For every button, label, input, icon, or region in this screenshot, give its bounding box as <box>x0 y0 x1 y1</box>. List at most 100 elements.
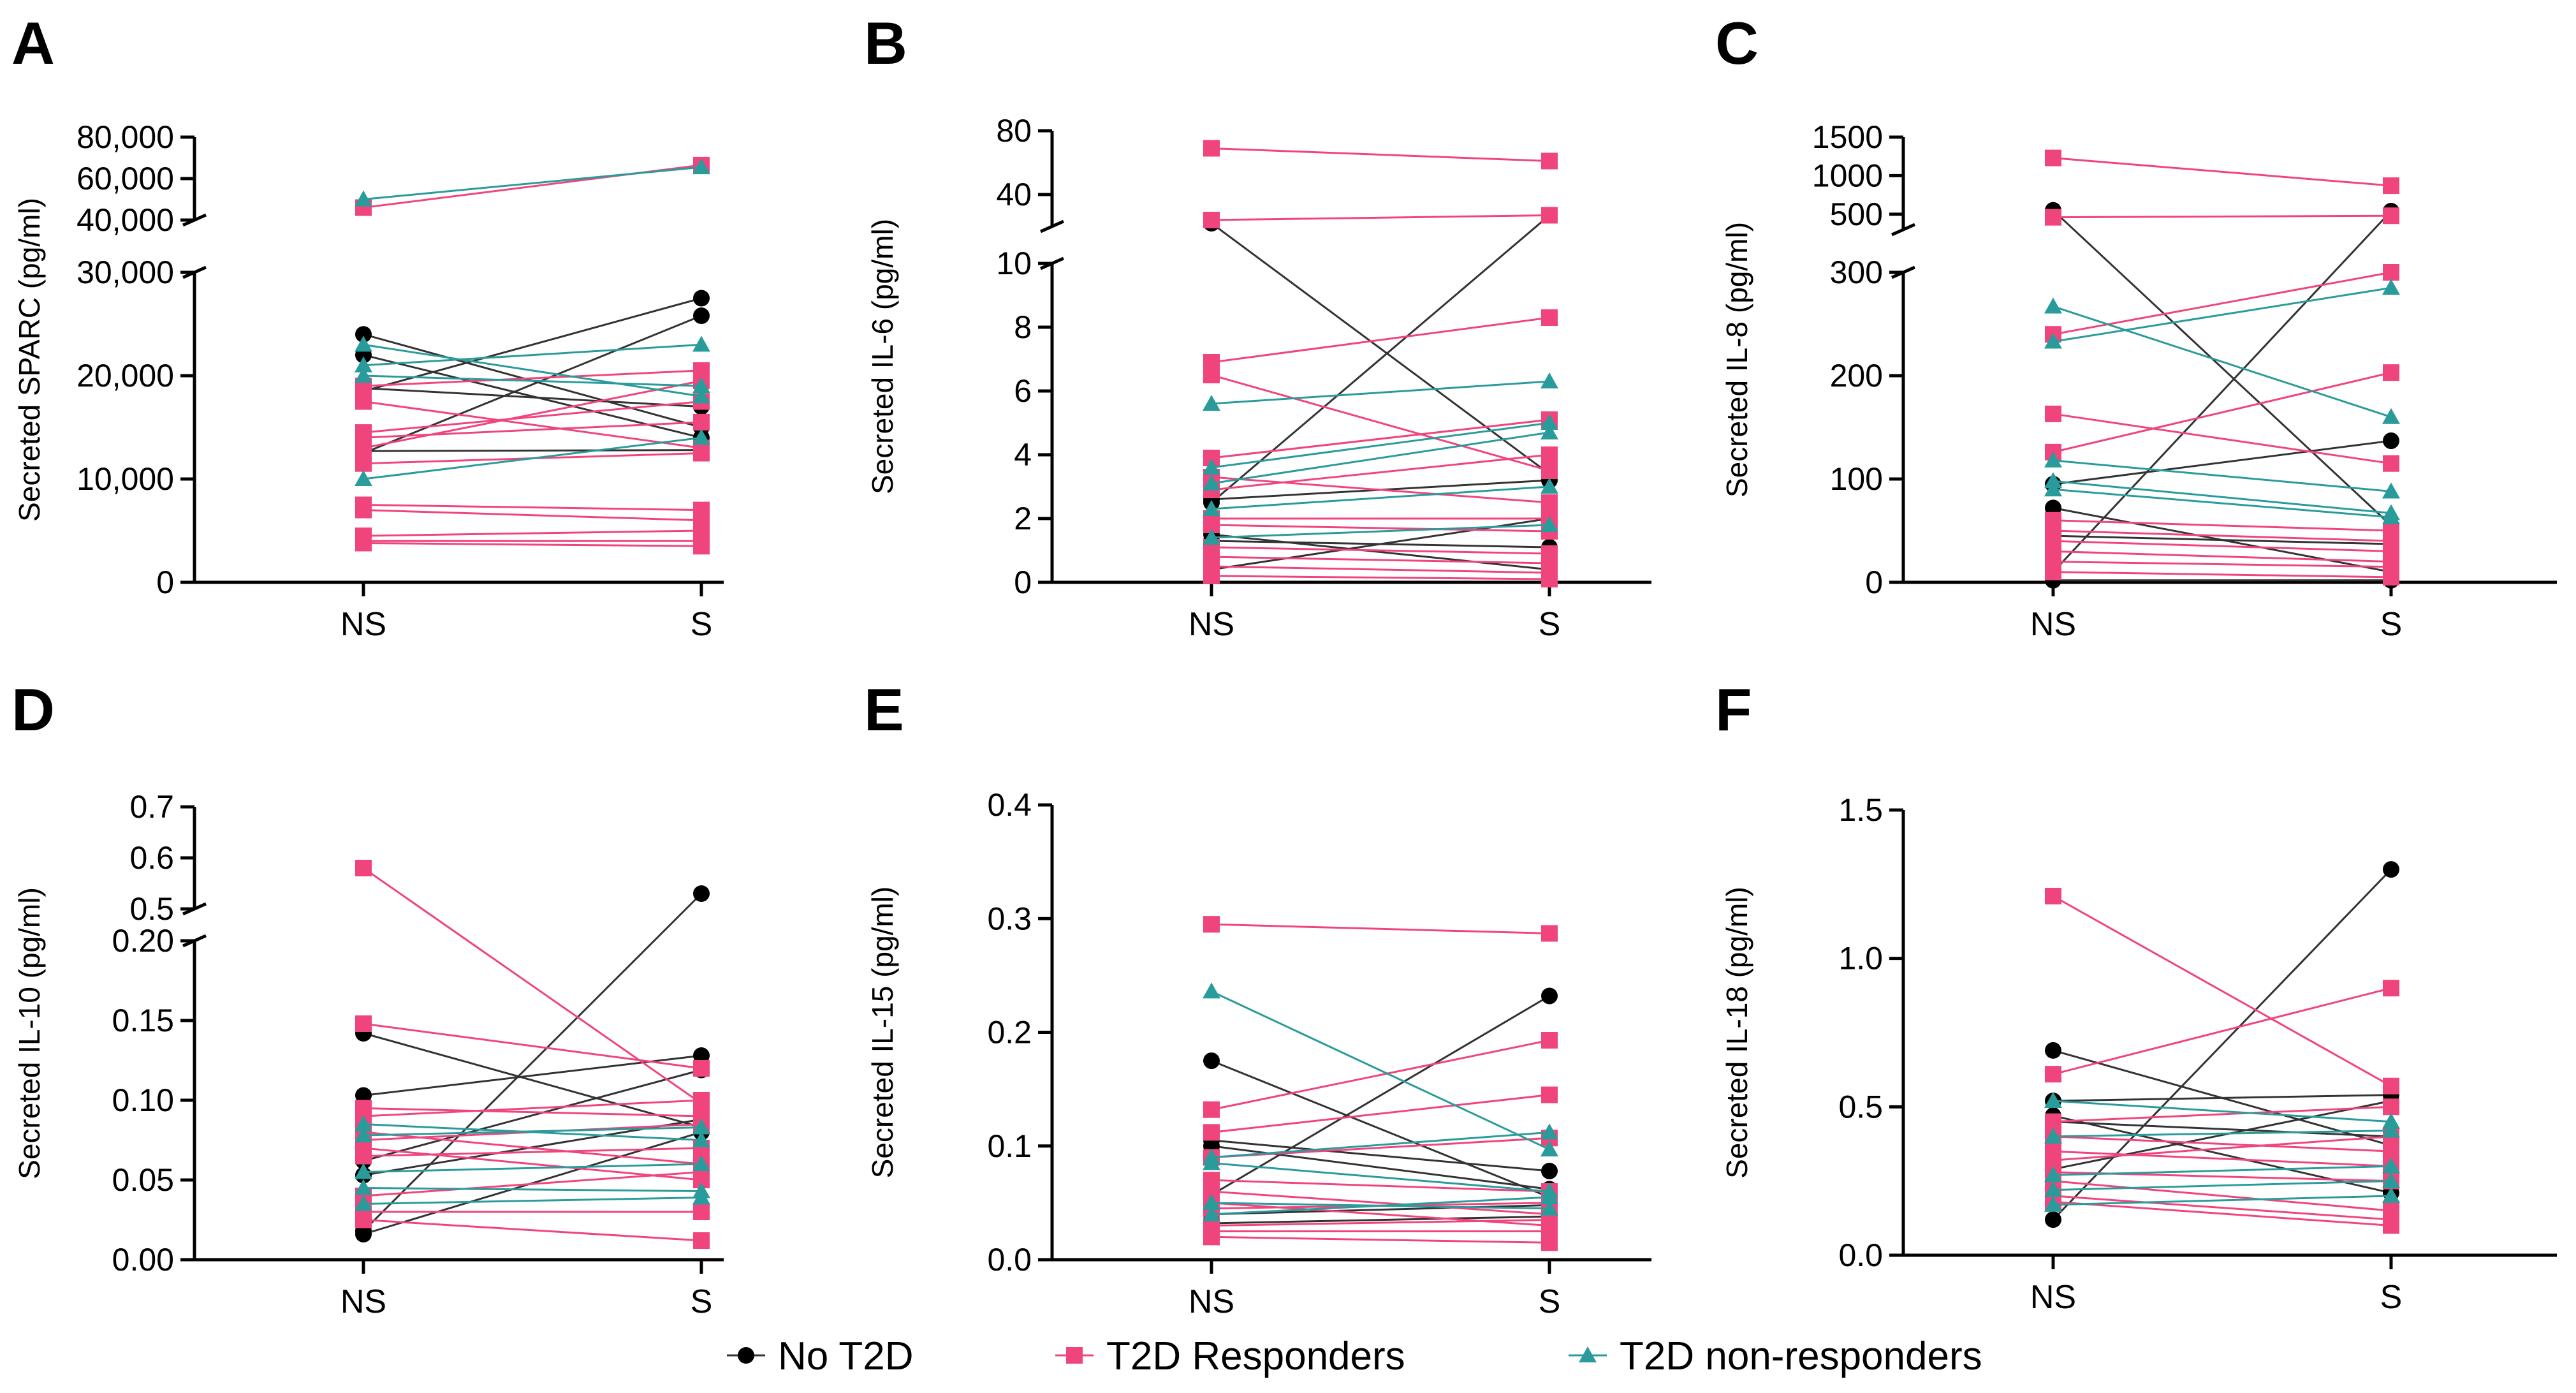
data-point-ns <box>1203 212 1220 228</box>
subject-line <box>1211 1196 1550 1216</box>
subject-line <box>363 343 702 397</box>
y-tick-label: 60,000 <box>77 161 174 196</box>
panel-B: B Secreted IL-6 (pg/ml) 0 2 4 6 8 10 40 80 NS S <box>864 10 1651 643</box>
legend-label: T2D Responders <box>1106 1334 1405 1378</box>
data-point-s <box>1541 207 1558 224</box>
data-point-s <box>2382 482 2400 499</box>
series-resp <box>1203 916 1558 1251</box>
data-point-ns <box>1203 459 1220 475</box>
data-point-s <box>693 413 710 431</box>
data-point-s <box>1540 414 1558 430</box>
subject-line <box>363 542 702 547</box>
y-tick-label: 4 <box>1014 437 1032 473</box>
subject-line <box>1211 418 1550 459</box>
data-point-s <box>2383 177 2399 195</box>
series-resp <box>2045 149 2399 586</box>
data-point-ns <box>2044 480 2062 497</box>
subject-line <box>363 314 702 454</box>
data-point-ns <box>1203 916 1220 933</box>
data-point-ns <box>2045 887 2061 904</box>
data-point-ns <box>1203 140 1220 157</box>
subject-line <box>2053 987 2392 1075</box>
subject-line <box>2053 561 2392 568</box>
series-nonresp <box>2044 279 2400 524</box>
subject-line <box>363 1022 702 1070</box>
data-point-ns <box>2045 1113 2061 1130</box>
data-point-ns <box>1203 1193 1220 1210</box>
y-tick-label: 0.7 <box>129 789 174 825</box>
y-tick-label: 1.5 <box>1838 792 1883 828</box>
y-tick-label: 0.10 <box>112 1082 174 1118</box>
panel-letter: B <box>864 10 907 77</box>
y-axis-title: Secreted IL-10 (pg/ml) <box>13 887 46 1179</box>
x-tick-label: NS <box>2030 1279 2076 1316</box>
subject-line <box>2053 534 2392 545</box>
data-point-ns <box>355 1147 372 1165</box>
subject-line <box>1211 316 1550 364</box>
data-point-s <box>2382 408 2400 424</box>
subject-line <box>1211 565 1550 574</box>
subject-line <box>1211 422 1550 469</box>
subject-line <box>2053 550 2392 563</box>
subject-line <box>1211 1161 1550 1193</box>
data-point-ns <box>2045 1211 2061 1228</box>
subject-line <box>2053 459 2392 492</box>
subject-line <box>363 374 702 387</box>
subject-line <box>1211 575 1550 580</box>
data-point-s <box>2383 455 2399 472</box>
subject-line <box>363 1187 702 1192</box>
axis-break-mark <box>1891 223 1916 237</box>
data-point-s <box>692 1131 710 1147</box>
subject-line <box>2053 1100 2392 1123</box>
y-tick-label: 0.20 <box>112 923 174 959</box>
data-point-ns <box>355 335 372 352</box>
y-tick-label: 6 <box>1014 373 1032 409</box>
subject-line <box>363 1219 702 1242</box>
subject-line <box>363 509 702 522</box>
subject-line <box>363 1147 702 1157</box>
subject-line <box>1211 453 1550 491</box>
subject-line <box>2053 1180 2392 1212</box>
data-point-s <box>2382 1172 2400 1188</box>
subject-line <box>363 401 702 434</box>
y-tick-label: 0.6 <box>129 840 174 876</box>
data-point-s <box>693 1060 710 1077</box>
data-point-s <box>2383 1077 2399 1094</box>
data-point-s <box>2383 432 2399 450</box>
subject-line <box>1211 1179 1550 1193</box>
subject-line <box>2053 1195 2392 1221</box>
data-point-ns <box>2045 209 2061 226</box>
y-tick-label: 0 <box>156 564 174 600</box>
data-point-s <box>1541 1162 1558 1179</box>
subject-line <box>363 1054 702 1096</box>
series-no <box>2045 202 2399 589</box>
series-nonresp <box>2044 1092 2400 1212</box>
subject-line <box>363 1126 702 1137</box>
series-nonresp <box>1203 372 1558 545</box>
subject-line <box>2053 1195 2392 1206</box>
subject-line <box>2052 869 2392 1221</box>
data-point-s <box>2383 568 2399 586</box>
subject-line <box>2053 1200 2392 1227</box>
data-point-s <box>692 1188 710 1205</box>
data-point-ns <box>355 860 372 876</box>
subject-line <box>2053 1105 2392 1123</box>
data-point-s <box>1540 1199 1558 1216</box>
subject-line <box>2053 540 2392 552</box>
data-point-ns <box>355 1126 372 1142</box>
data-point-s <box>1540 516 1558 532</box>
data-point-s <box>2382 279 2400 295</box>
data-point-ns <box>2044 332 2062 349</box>
data-point-ns <box>1203 529 1220 545</box>
subject-line <box>2053 413 2392 465</box>
data-point-ns <box>355 1195 372 1211</box>
panel-letter: A <box>11 10 55 77</box>
data-point-s <box>1541 494 1558 511</box>
subject-line <box>1211 374 1550 472</box>
y-tick-label: 0.0 <box>987 1242 1032 1278</box>
subject-line <box>363 166 702 200</box>
data-point-s <box>1540 372 1558 388</box>
subject-line <box>363 1069 702 1162</box>
data-point-ns <box>1203 367 1220 383</box>
data-point-s <box>693 1204 710 1220</box>
